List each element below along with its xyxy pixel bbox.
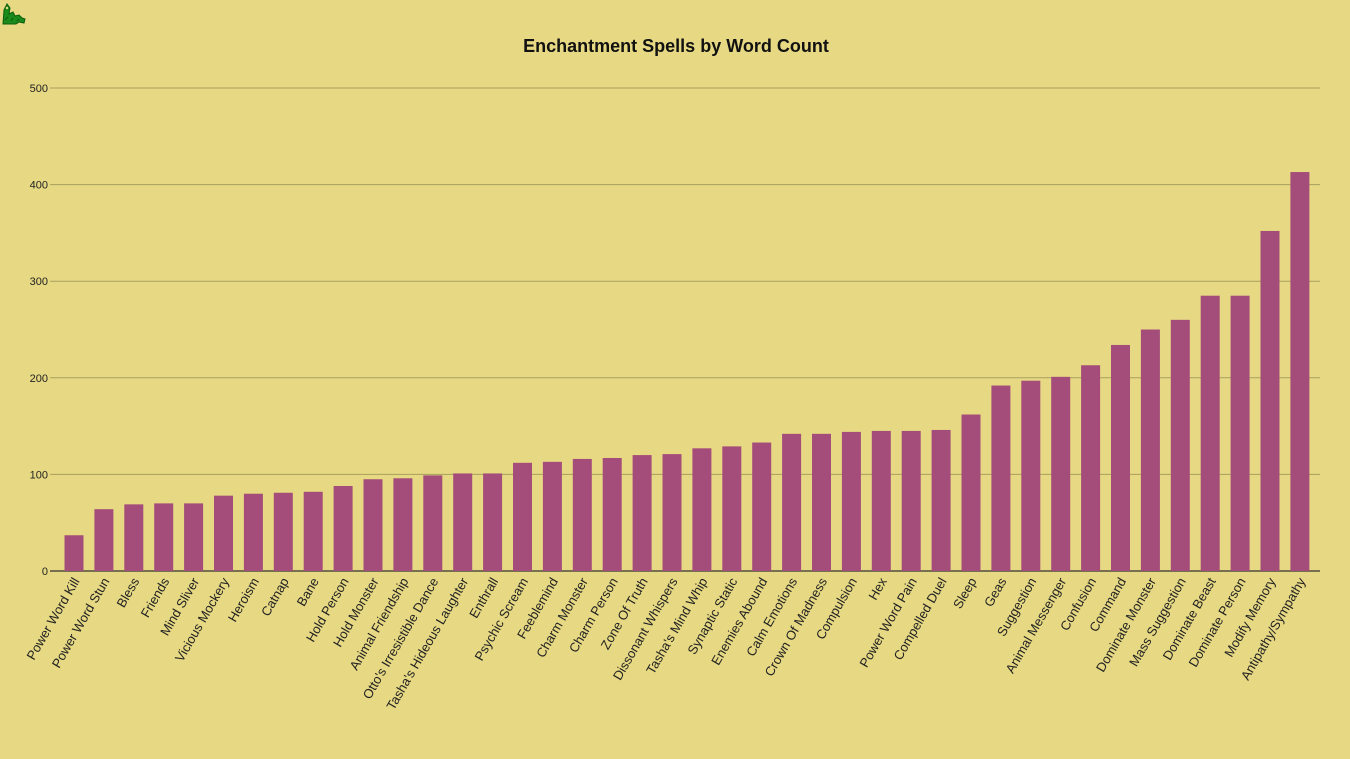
y-axis-ticks: 0 100 200 300 400 500: [30, 83, 48, 578]
bar: [453, 473, 473, 571]
bar: [841, 431, 861, 571]
x-tick-label: Bane: [294, 575, 322, 609]
bar: [243, 493, 263, 571]
bar: [961, 414, 981, 571]
bar: [94, 509, 114, 571]
bar: [991, 385, 1011, 571]
bar: [752, 442, 772, 571]
y-tick-label: 300: [30, 276, 48, 288]
bar: [1021, 380, 1041, 571]
bar: [393, 478, 413, 571]
y-tick-label: 0: [42, 566, 48, 578]
bar: [692, 448, 712, 571]
x-tick-label: Sleep: [950, 575, 980, 611]
chart-title: Enchantment Spells by Word Count: [523, 36, 829, 56]
bar: [154, 503, 174, 571]
bar: [871, 430, 891, 571]
bar: [1230, 295, 1250, 571]
x-tick-label: Bless: [114, 575, 143, 610]
y-tick-label: 400: [30, 180, 48, 192]
bar: [124, 504, 144, 571]
bar: [214, 495, 233, 571]
bar: [1081, 365, 1101, 571]
bar: [542, 461, 562, 571]
bar: [812, 433, 831, 571]
y-tick-label: 100: [30, 469, 48, 481]
bar: [1290, 172, 1310, 572]
dragon-logo-icon: [0, 0, 28, 28]
bar: [363, 479, 383, 571]
x-tick-label: Hex: [865, 575, 890, 603]
bars: [64, 172, 1310, 572]
bar: [602, 457, 622, 571]
bar: [184, 503, 204, 571]
bar: [901, 430, 921, 571]
bar: [572, 458, 592, 571]
bar: [1051, 376, 1071, 571]
y-tick-label: 500: [30, 83, 48, 95]
bar: [64, 535, 84, 571]
bar: [1260, 230, 1280, 571]
bar: [1111, 344, 1130, 571]
bar: [1200, 295, 1220, 571]
bar: [483, 473, 503, 571]
bar: [662, 454, 682, 571]
bar: [513, 462, 532, 571]
bar: [273, 492, 293, 571]
y-tick-label: 200: [30, 373, 48, 385]
bar: [931, 429, 951, 571]
bar: [722, 446, 742, 571]
gridlines: [50, 87, 1320, 572]
bar: [782, 433, 802, 571]
bar: [303, 491, 323, 571]
bar: [423, 475, 443, 571]
bar: [1170, 319, 1190, 571]
x-tick-label: Catnap: [258, 575, 292, 619]
bar: [1140, 329, 1160, 571]
x-tick-label: Geas: [981, 575, 1010, 610]
bar: [333, 485, 353, 571]
bar: [632, 455, 652, 571]
